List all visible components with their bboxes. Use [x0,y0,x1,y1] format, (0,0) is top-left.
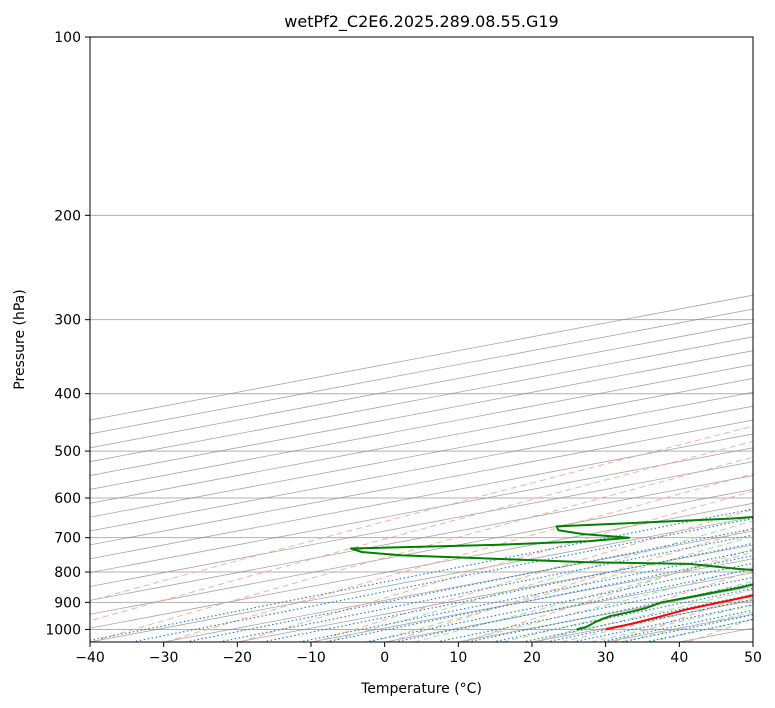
x-tick-label: 20 [523,650,541,666]
x-tick-label: −30 [149,650,179,666]
mixing-ratio-line [622,614,753,642]
dry-adiabat-line [239,490,753,642]
mixing-ratio-line [467,582,753,642]
isotherm-line [90,336,753,463]
isotherm-line [90,308,753,435]
isotherm-line [90,475,753,601]
dry-adiabat-line [538,570,753,642]
mixing-ratio-line [521,593,753,642]
dry-adiabat-line [90,425,753,602]
chart-title: wetPf2_C2E6.2025.289.08.55.G19 [284,12,558,32]
x-axis-label: Temperature (°C) [360,681,482,697]
moist-adiabat-line [458,567,753,642]
x-tick-label: 40 [670,650,688,666]
dry-adiabat-line [90,456,753,642]
isotherm-line [458,586,753,642]
moist-adiabat-line [502,580,753,642]
y-axis-label: Pressure (hPa) [12,289,28,389]
y-tick-label: 500 [54,444,81,460]
isotherm-line [163,530,753,642]
isotherm-line [237,544,753,642]
dewpoint-trace [349,516,753,631]
axis-ticks: −40 −30 −20 −10 0 10 20 30 40 50 1000 900 800 700 600 5… [45,30,762,666]
isotherm-line [384,572,753,642]
mixing-ratio-line [436,576,753,642]
x-tick-label: 30 [597,650,615,666]
x-tick-label: −10 [296,650,326,666]
moist-adiabat-line [413,551,753,642]
y-tick-label: 300 [54,313,81,329]
isotherm-line [679,627,753,642]
moist-adiabat-line [649,618,753,642]
dry-adiabat-line [314,508,753,642]
mixing-ratio-line [90,508,753,641]
isotherm-line [90,378,753,504]
isotherm-line [90,447,753,574]
dry-adiabat-line [463,548,753,642]
isotherm-line [90,502,753,629]
isotherm-line [90,350,753,476]
mixing-ratio-line [131,517,753,642]
y-tick-label: 800 [54,565,81,581]
moist-adiabat-line [531,589,753,642]
x-tick-label: 10 [449,650,467,666]
temperature-trace [605,594,753,631]
mixing-ratio-line [546,598,753,642]
isotherm-line [90,419,753,546]
x-tick-label: −20 [223,650,253,666]
dry-adiabat-line [165,473,753,642]
isotherm-line [605,613,753,642]
y-tick-label: 600 [54,491,81,507]
axes-frame [89,36,754,643]
dry-adiabat-line [90,440,753,622]
x-tick-label: −40 [75,650,105,666]
isotherm-line [90,322,753,449]
x-tick-label: 0 [380,650,389,666]
x-tick-label: 50 [744,650,762,666]
isotherm-line [752,641,753,642]
isotherm-line [90,516,753,642]
isotherm-line [310,558,753,642]
y-tick-label: 900 [54,595,81,611]
isotherm-line [90,461,753,587]
y-tick-label: 400 [54,387,81,403]
mixing-ratio-line [365,562,753,642]
y-tick-label: 700 [54,531,81,547]
dry-adiabat-line [763,37,775,642]
y-tick-label: 200 [54,208,81,224]
isotherm-line [90,294,753,421]
isotherm-line [90,405,753,532]
plot-area: -100-90-80-70-60-50-40-30-20-100.10.20.4… [90,37,775,642]
y-tick-label: 100 [54,30,81,46]
isotherm-line [90,433,753,560]
isotherm-line [90,364,753,490]
isotherm-line [90,391,753,518]
isotherm-line [90,489,753,615]
mixing-ratio-line [262,542,753,642]
y-tick-label: 1000 [45,622,81,638]
plot-border [89,36,754,643]
